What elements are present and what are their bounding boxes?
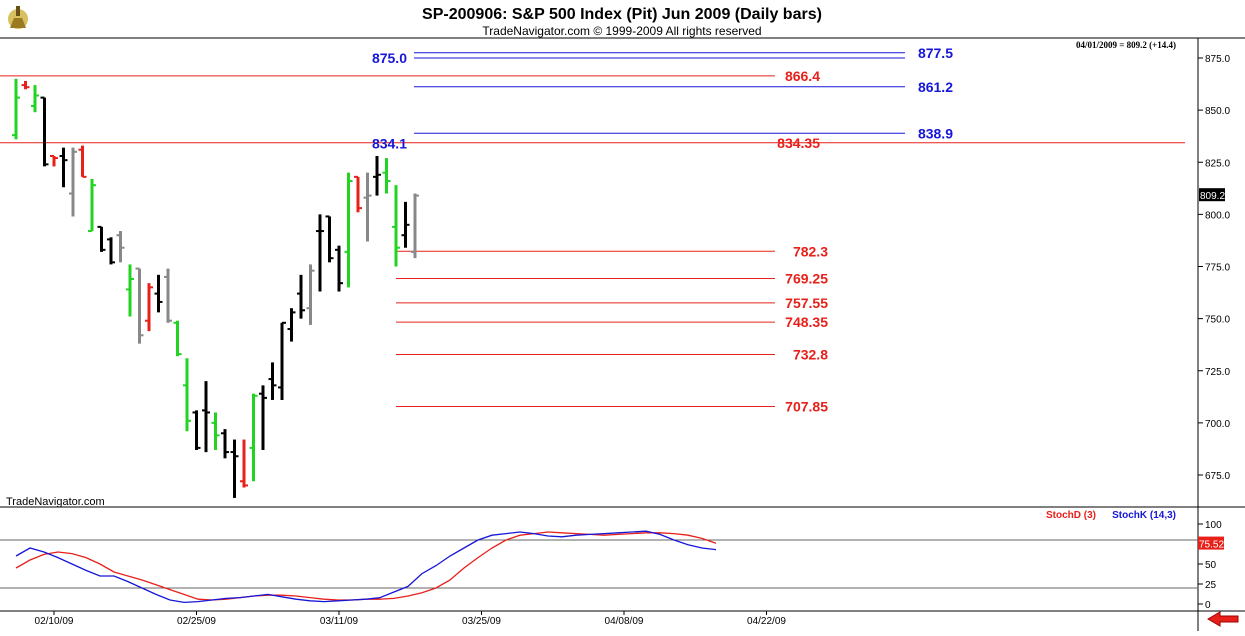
level-label: 707.85: [785, 399, 828, 415]
date-tick-label: 03/25/09: [462, 616, 501, 627]
level-label: 748.35: [785, 314, 828, 330]
ohlc-bar: [116, 231, 125, 263]
price-tick-label: 875.0: [1205, 54, 1230, 65]
last-price-box: [1199, 188, 1225, 202]
date-tick-label: 02/10/09: [35, 616, 74, 627]
stoch-tick-label: 25: [1205, 580, 1217, 591]
level-label: 866.4: [785, 68, 820, 84]
ohlc-bar: [12, 78, 20, 140]
ohlc-bar: [325, 215, 334, 263]
ohlc-bar: [221, 429, 229, 459]
price-tick-label: 700.0: [1205, 419, 1230, 430]
levels-layer: 877.5 875.0 866.4 861.2 838.9 834.35 834.1 782.…: [0, 45, 1185, 415]
ohlc-bar: [192, 410, 201, 450]
ohlc-bar: [363, 172, 372, 242]
ohlc-bar: [268, 362, 277, 400]
price-tick-label: 775.0: [1205, 263, 1230, 274]
level-label: 875.0: [372, 50, 407, 66]
ohlc-bar: [50, 154, 58, 167]
ohlc-bar: [382, 158, 391, 194]
ohlc-bar: [316, 214, 324, 292]
level-label: 732.8: [793, 346, 828, 362]
ohlc-bar: [392, 185, 400, 267]
ohlc-bar: [401, 201, 410, 248]
watermark: TradeNavigator.com: [6, 496, 105, 508]
ohlc-bar: [230, 439, 239, 498]
chart-title: SP-200906: S&P 500 Index (Pit) Jun 2009 …: [422, 6, 822, 23]
stoch-d-legend: StochD (3): [1046, 510, 1096, 521]
ohlc-bar: [164, 268, 172, 323]
price-tick-label: 800.0: [1205, 210, 1230, 221]
level-label: 861.2: [918, 79, 953, 95]
ohlc-bar: [40, 96, 49, 167]
stoch-k-legend: StochK (14,3): [1112, 510, 1176, 521]
level-label: 834.1: [372, 135, 407, 151]
ohlc-bar: [335, 245, 343, 292]
stochastic-panel: 100755025075.52: [0, 520, 1224, 611]
copyright-line: TradeNavigator.com © 1999-2009 All right…: [482, 24, 761, 38]
date-axis: 02/10/09 02/25/09 03/11/09 03/25/09 04/08/09…: [35, 611, 786, 627]
ohlc-bar: [173, 320, 182, 357]
level-label: 757.55: [785, 295, 828, 311]
ohlc-bar: [59, 147, 68, 188]
date-tick-label: 02/25/09: [177, 616, 216, 627]
ohlc-bar: [373, 155, 381, 196]
level-label: 782.3: [793, 243, 828, 259]
ohlc-bar: [306, 264, 315, 325]
ohlc-bar: [211, 412, 220, 450]
price-tick-label: 750.0: [1205, 315, 1230, 326]
date-tick-label: 04/08/09: [605, 616, 644, 627]
ohlc-bar: [69, 147, 77, 217]
app-logo-icon: [8, 6, 28, 29]
level-label: 838.9: [918, 125, 953, 141]
ohlc-bar: [297, 274, 305, 319]
date-tick-label: 04/22/09: [747, 616, 786, 627]
ohlc-bar: [249, 393, 258, 482]
stoch-tick-label: 0: [1205, 600, 1211, 611]
stoch-k-line: [15, 530, 717, 604]
ohlc-bar: [411, 193, 419, 259]
ohlc-bar: [126, 264, 134, 317]
ohlc-bar: [183, 358, 191, 432]
scroll-left-arrow-icon[interactable]: [1207, 611, 1239, 627]
price-tick-label: 725.0: [1205, 367, 1230, 378]
date-tick-label: 03/11/09: [320, 616, 359, 627]
price-tick-label: 850.0: [1205, 106, 1230, 117]
level-label: 877.5: [918, 45, 953, 61]
level-label: 769.25: [785, 270, 828, 286]
last-bar-info: 04/01/2009 = 809.2 (+14.4): [1076, 40, 1176, 50]
ohlc-bar: [21, 80, 30, 90]
ohlc-bar: [78, 145, 87, 178]
ohlc-bar: [88, 178, 96, 233]
level-label: 834.35: [777, 135, 820, 151]
ohlc-bar: [97, 225, 106, 252]
stoch-last-box: [1198, 536, 1224, 550]
ohlc-bar: [107, 237, 115, 265]
stoch-last-label: 75.52: [1199, 540, 1224, 551]
ohlc-bar: [354, 175, 362, 213]
stoch-tick-label: 100: [1205, 520, 1222, 531]
ohlc-bar: [287, 308, 296, 342]
ohlc-bar: [202, 381, 210, 453]
ohlc-bar: [240, 439, 248, 488]
bars-layer: [12, 78, 419, 498]
ohlc-bar: [31, 85, 39, 113]
ohlc-bar: [259, 385, 267, 450]
ohlc-bar: [344, 172, 353, 288]
price-tick-label: 675.0: [1205, 471, 1230, 482]
last-price-label: 809.2: [1200, 191, 1225, 202]
ohlc-bar: [154, 274, 163, 313]
ohlc-bar: [135, 267, 144, 344]
price-axis: 875.0 850.0 825.0 800.0 775.0 750.0 725.0 700.0…: [1198, 54, 1230, 482]
ohlc-bar: [145, 283, 153, 332]
stoch-tick-label: 50: [1205, 560, 1217, 571]
price-tick-label: 825.0: [1205, 158, 1230, 169]
ohlc-bar: [278, 321, 286, 400]
